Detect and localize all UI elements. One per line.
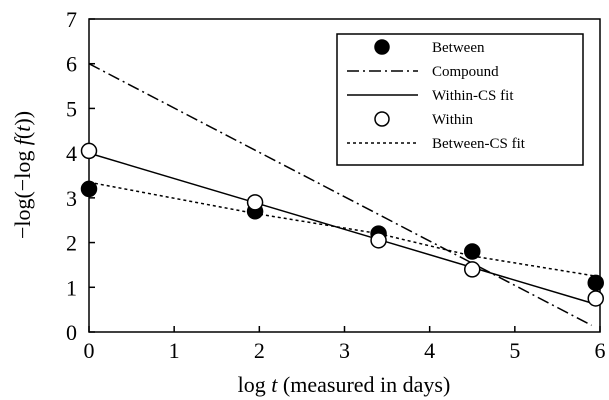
y-tick-label: 5: [66, 96, 77, 121]
x-tick-label: 5: [509, 338, 520, 363]
x-tick-label: 4: [424, 338, 435, 363]
x-tick-label: 0: [84, 338, 95, 363]
data-point-within: [80, 142, 98, 160]
data-point-within: [246, 194, 264, 211]
legend-label-within-cs-fit: Within-CS fit: [432, 88, 514, 104]
y-tick-label: 6: [66, 52, 77, 77]
y-tick-label: 0: [66, 320, 77, 345]
x-tick-label: 1: [169, 338, 180, 363]
data-point-within: [464, 261, 481, 278]
series-line-compound: [88, 63, 592, 326]
legend-marker-between: [374, 39, 390, 55]
y-tick-label: 7: [66, 7, 77, 32]
x-tick-label: 2: [254, 338, 265, 363]
data-point-between: [464, 243, 481, 260]
data-point-within: [370, 232, 387, 249]
legend-marker-within: [374, 111, 390, 127]
y-tick-label: 3: [66, 186, 77, 211]
x-tick-label: 6: [595, 338, 606, 363]
y-tick-label: 2: [66, 231, 77, 256]
y-axis-label: −log(−log f(t)): [10, 111, 35, 239]
x-tick-label: 3: [339, 338, 350, 363]
y-tick-label: 4: [66, 141, 77, 166]
legend-label-between: Between: [432, 40, 485, 56]
legend-label-compound: Compound: [432, 64, 499, 80]
legend-label-within: Within: [432, 112, 474, 128]
x-axis-label: log t (measured in days): [238, 372, 451, 397]
data-point-within: [587, 290, 604, 307]
legend-label-between-cs-fit: Between-CS fit: [432, 136, 526, 152]
legend: Between Compound Within-CS fit Within Betwee…: [336, 33, 584, 166]
y-tick-label: 1: [66, 275, 77, 300]
series-line-within-cs-fit: [88, 152, 596, 305]
data-point-between: [80, 180, 98, 198]
data-point-between: [587, 274, 604, 292]
